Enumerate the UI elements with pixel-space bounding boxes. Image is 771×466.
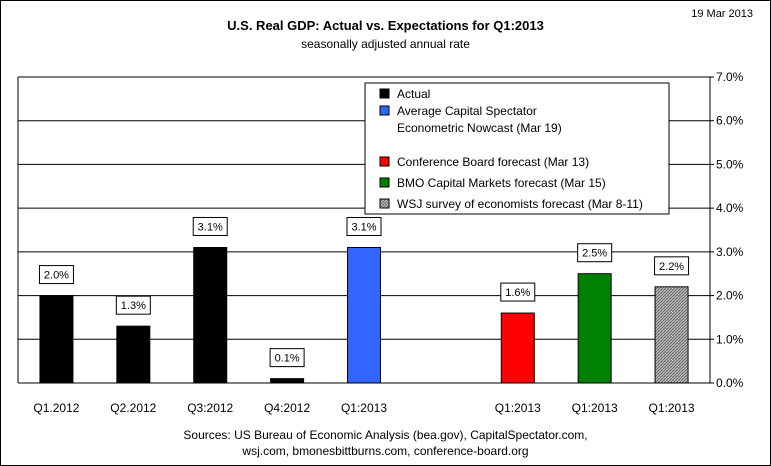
data-label-box [115,295,151,315]
bar-2 [116,325,151,384]
legend-label: Average Capital Spectator [397,104,537,118]
legend-swatch [379,105,390,116]
y-tick-label: 4.0% [716,201,744,215]
sources-line-2: wsj.com, bmonesbittburns.com, conference… [242,444,529,458]
legend-swatch [379,88,390,99]
data-label-box [500,282,536,302]
legend-label: Actual [397,87,430,101]
data-label: 3.1% [198,221,223,233]
data-label-box [346,216,382,236]
y-tick-label: 7.0% [716,70,744,84]
data-label-box [269,348,305,368]
data-label-box [577,243,613,263]
legend-box [364,82,670,215]
data-label-box [38,265,74,285]
x-tick-label: Q4:2012 [264,401,310,415]
legend-swatch [379,177,390,188]
data-label-box [654,256,690,276]
bar-1 [39,295,74,384]
data-label: 2.0% [44,270,69,282]
bar-9 [654,286,689,384]
sources-line-1: Sources: US Bureau of Economic Analysis … [183,428,588,442]
x-tick-label: Q3:2012 [187,401,233,415]
y-tick-label: 1.0% [716,332,744,346]
bar-4 [270,378,305,384]
data-label: 3.1% [351,221,376,233]
legend-label: WSJ survey of economists forecast (Mar 8… [397,197,643,211]
y-tick-label: 2.0% [716,289,744,303]
legend-swatch [379,156,390,167]
chart-subtitle: seasonally adjusted annual rate [301,37,470,51]
x-tick-label: Q2.2012 [110,401,156,415]
y-tick-label: 5.0% [716,157,744,171]
chart-date: 19 Mar 2013 [691,8,753,20]
data-label: 2.2% [659,261,684,273]
data-label: 1.3% [121,300,146,312]
legend-swatch [379,198,390,209]
data-label-box [192,216,228,236]
x-tick-label: Q1:2013 [495,401,541,415]
chart-title: U.S. Real GDP: Actual vs. Expectations f… [227,18,544,33]
x-tick-label: Q1:2013 [341,401,387,415]
legend-label: Conference Board forecast (Mar 13) [397,155,589,169]
bar-7 [500,312,535,384]
bar-8 [577,273,612,384]
x-tick-label: Q1:2013 [649,401,695,415]
data-label: 2.5% [582,248,607,260]
data-label: 1.6% [505,287,530,299]
legend-label: Econometric Nowcast (Mar 19) [397,121,562,135]
bar-5 [347,246,381,384]
legend-label: BMO Capital Markets forecast (Mar 15) [397,176,606,190]
y-tick-label: 6.0% [716,114,744,128]
y-tick-label: 3.0% [716,245,744,259]
y-tick-label: 0.0% [716,376,744,390]
bar-3 [193,246,228,384]
x-tick-label: Q1:2013 [572,401,618,415]
x-tick-label: Q1.2012 [33,401,79,415]
data-label: 0.1% [275,353,300,365]
